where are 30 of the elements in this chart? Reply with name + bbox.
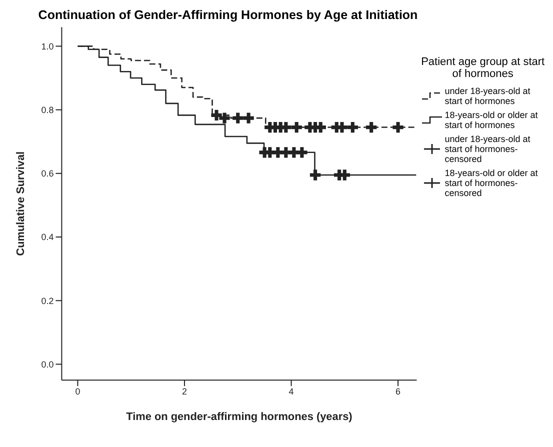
point: [310, 170, 321, 180]
legend-label: 18-years-old or older at start of hormones-censored: [444, 168, 539, 198]
y-axis-title: Cumulative Survival: [14, 151, 27, 256]
point: [366, 122, 377, 133]
legend-title: Patient age group at start of hormones: [420, 56, 545, 80]
point: [219, 112, 230, 124]
legend-label: under 18-years-old at start of hormones-censored: [444, 134, 532, 164]
point: [336, 122, 348, 133]
point: [296, 147, 308, 158]
point: [291, 122, 302, 133]
y-tick-label: 0.0: [41, 359, 54, 370]
point: [232, 112, 244, 124]
y-tick-label: 0.8: [41, 104, 54, 115]
y-tick-label: 1.0: [41, 41, 54, 52]
chart-title: Continuation of Gender-Affirming Hormones by Age at Initiation: [37, 8, 419, 22]
point: [347, 122, 358, 133]
x-axis-title: Time on gender-affirming hormones (years): [126, 410, 353, 423]
y-tick-label: 0.2: [41, 296, 54, 306]
x-tick-label: 2: [182, 386, 187, 396]
point: [211, 110, 222, 121]
legend-label: under 18-years-old at start of hormones: [444, 86, 532, 106]
point: [280, 122, 292, 133]
y-tick-label: 0.6: [41, 168, 54, 179]
x-tick-label: 0: [75, 386, 80, 396]
x-tick-label: 4: [288, 386, 294, 396]
point: [392, 122, 404, 133]
x-tick-label: 6: [396, 386, 401, 396]
y-tick-label: 0.4: [41, 232, 54, 242]
legend-label: 18-years-old or older at start of hormones: [444, 110, 539, 130]
point: [243, 112, 254, 124]
